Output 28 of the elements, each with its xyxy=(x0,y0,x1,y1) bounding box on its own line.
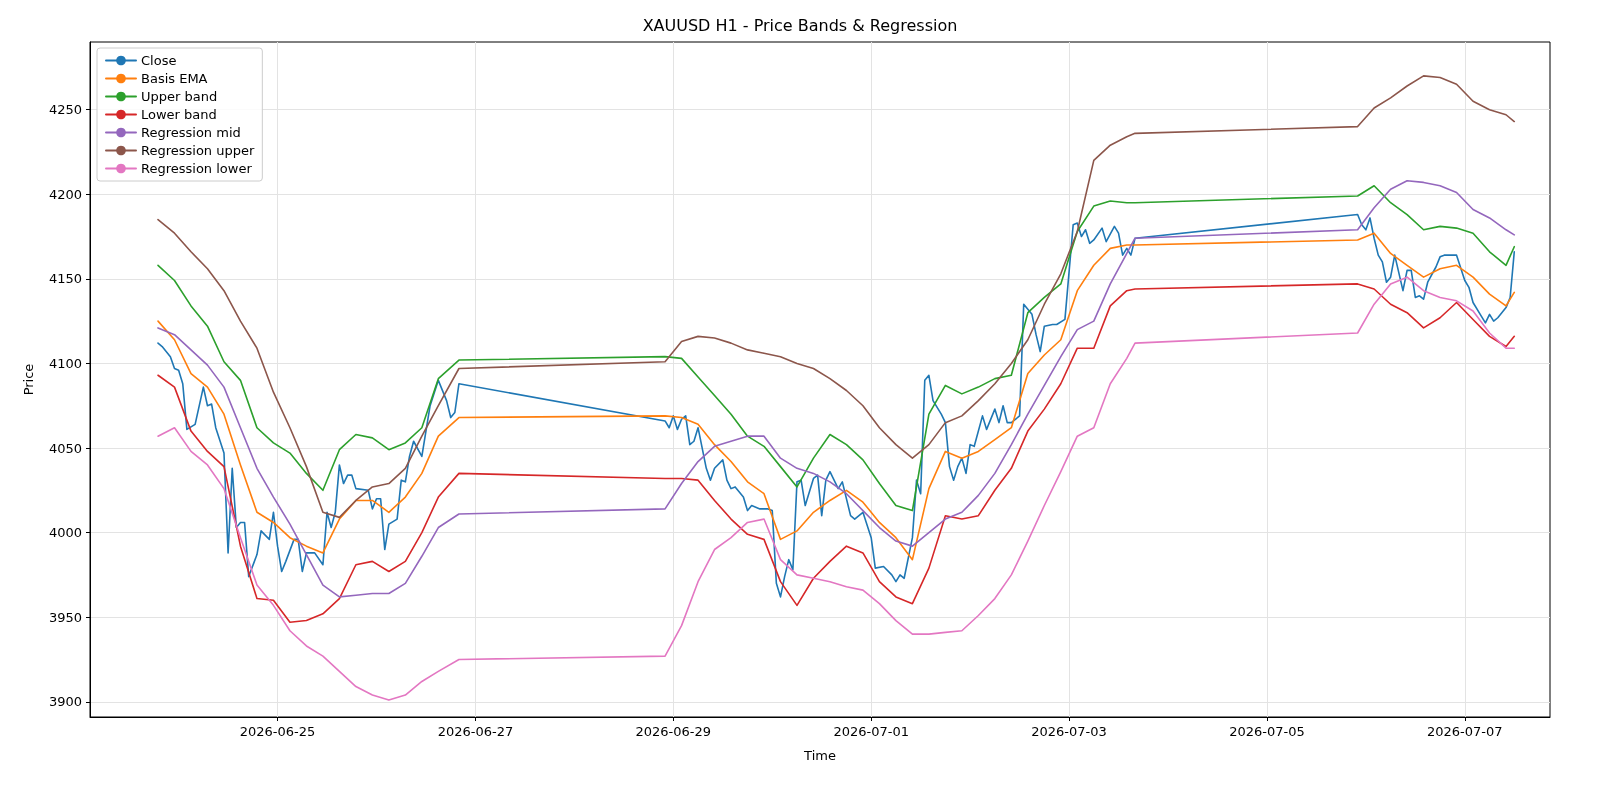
chart-title: XAUUSD H1 - Price Bands & Regression xyxy=(642,15,958,35)
x-tick-label: 2026-06-25 xyxy=(239,724,316,739)
x-tick-label: 2026-06-29 xyxy=(635,724,712,739)
legend-label: Regression upper xyxy=(141,143,255,158)
legend-label: Upper band xyxy=(141,89,218,104)
legend-label: Close xyxy=(141,53,177,68)
y-tick-label: 4200 xyxy=(48,186,82,202)
x-tick-label: 2026-07-01 xyxy=(833,724,909,739)
y-tick-label: 4050 xyxy=(48,440,82,456)
x-axis-title: Time xyxy=(803,748,836,763)
line-series xyxy=(157,276,1516,701)
y-tick-label: 4250 xyxy=(48,102,82,118)
legend-label: Regression lower xyxy=(141,161,253,176)
x-tick-label: 2026-06-27 xyxy=(437,724,514,739)
y-tick-label: 3900 xyxy=(48,694,82,710)
y-tick-label: 4100 xyxy=(48,355,82,371)
x-tick-label: 2026-07-03 xyxy=(1031,724,1107,739)
line-series xyxy=(157,283,1516,624)
x-tick-label: 2026-07-05 xyxy=(1229,724,1305,739)
line-series xyxy=(157,185,1516,512)
y-axis-title: Price xyxy=(21,363,36,396)
y-tick-label: 4150 xyxy=(48,271,82,287)
legend-label: Lower band xyxy=(141,107,217,122)
y-tick-label: 4000 xyxy=(48,525,82,541)
legend-label: Regression mid xyxy=(141,125,241,140)
x-tick-label: 2026-07-07 xyxy=(1427,724,1503,739)
legend-label: Basis EMA xyxy=(141,71,208,86)
y-tick-label: 3950 xyxy=(48,609,82,625)
